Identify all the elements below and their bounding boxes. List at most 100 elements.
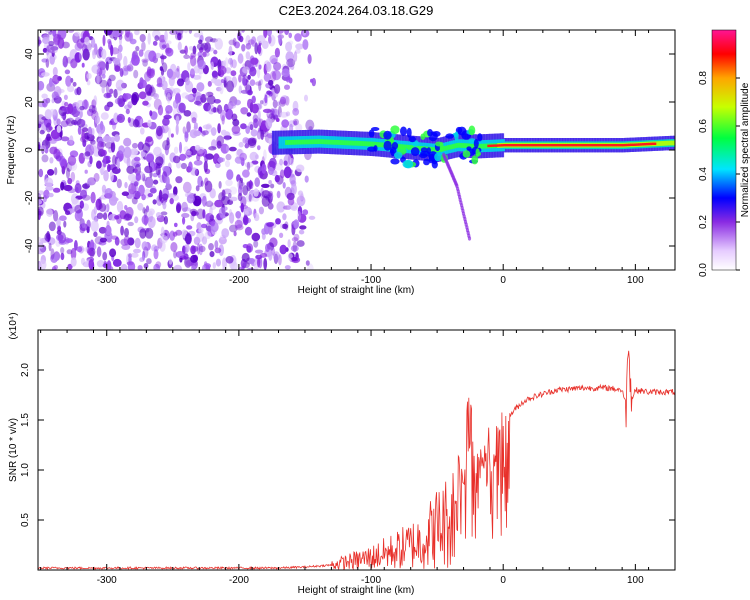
- spectrogram-noise-blob: [225, 145, 230, 153]
- spectrogram-trace-max: [552, 144, 556, 147]
- spectrogram-trace-peak: [477, 144, 480, 149]
- spectrogram-trace-blob: [432, 131, 441, 137]
- spectrogram-noise-blob: [48, 126, 53, 131]
- spectrogram-trace-max: [519, 144, 522, 147]
- spectrogram-noise-blob: [87, 177, 96, 186]
- spectrogram-noise-blob: [116, 178, 122, 189]
- spectrogram-noise-blob: [196, 146, 205, 154]
- spectrogram-noise-blob: [251, 103, 259, 114]
- spectrogram-trace-blob: [419, 153, 428, 159]
- spectrogram-noise-blob: [247, 137, 257, 147]
- spectrogram-noise-blob: [96, 246, 102, 258]
- spectrogram-noise-blob: [299, 191, 304, 201]
- spectrogram-noise-blob: [134, 237, 141, 249]
- spectrogram-trace-peak: [354, 140, 357, 146]
- spectrogram-noise-blob: [188, 30, 193, 34]
- spectrogram-noise-blob: [161, 123, 169, 134]
- spectrogram-trace-peak: [293, 139, 296, 145]
- spectrogram-noise-blob: [282, 213, 287, 221]
- spectrogram-noise-blob: [104, 188, 113, 199]
- spectrogram-noise-blob: [258, 118, 264, 128]
- spectrogram-noise-blob: [305, 260, 310, 266]
- spectrogram-trace-peak: [380, 142, 383, 148]
- spectrogram-noise-blob: [67, 155, 77, 166]
- spectrogram-noise-blob: [207, 80, 212, 87]
- spectrogram-noise-blob: [105, 61, 109, 71]
- spectrogram-trace-max: [574, 144, 577, 147]
- spectrogram-noise-blob: [147, 193, 153, 198]
- spectrogram-trace-max: [517, 144, 520, 147]
- spectrogram-noise-blob: [142, 142, 151, 153]
- spectrogram-noise-blob: [207, 104, 215, 115]
- spectrogram-trace-max: [651, 142, 655, 145]
- spectrogram-noise-blob: [124, 104, 132, 110]
- spectrogram-trace-peak: [308, 139, 312, 145]
- spectrogram-trace-max: [523, 144, 526, 147]
- spectrogram-noise-blob: [134, 216, 139, 224]
- spectrogram-noise-blob: [193, 58, 197, 66]
- spectrogram-noise-blob: [279, 169, 285, 179]
- spectrogram-trace-max: [493, 144, 496, 147]
- spectrogram-noise-blob: [219, 83, 224, 95]
- spectrogram-noise-blob: [128, 183, 137, 195]
- spectrogram-noise-blob: [204, 36, 214, 43]
- snr-line: [38, 350, 675, 570]
- spectrogram-noise-blob: [141, 241, 148, 251]
- spectrogram-noise-blob: [273, 253, 279, 265]
- spectrogram-noise-blob: [143, 263, 149, 269]
- x-tick-label: -200: [229, 275, 249, 286]
- spectrogram-noise-blob: [167, 127, 171, 139]
- spectrogram-noise-blob: [182, 216, 186, 225]
- spectrogram-noise-blob: [60, 247, 65, 254]
- spectrogram-noise-blob: [215, 162, 221, 169]
- spectrogram-noise-blob: [240, 107, 249, 115]
- spectrogram-trace-peak: [346, 140, 349, 146]
- spectrogram-noise-blob: [204, 180, 213, 193]
- spectrogram-noise-blob: [260, 129, 265, 140]
- spectrogram-noise-blob: [242, 66, 250, 74]
- spectrogram-trace-peak: [483, 143, 486, 149]
- spectrogram-noise-blob: [194, 168, 200, 176]
- spectrogram-noise-blob: [281, 68, 290, 78]
- spectrogram-noise-blob: [38, 190, 45, 195]
- spectrogram-noise-blob: [279, 244, 287, 255]
- spectrogram-trace-peak: [481, 143, 484, 149]
- spectrogram-noise-blob: [38, 199, 43, 205]
- spectrogram-trace-max: [489, 144, 492, 147]
- spectrogram-noise-blob: [292, 241, 297, 253]
- spectrogram-noise-blob: [208, 243, 214, 251]
- spectrogram-noise-blob: [153, 179, 159, 185]
- spectrogram-noise-blob: [231, 59, 237, 69]
- spectrogram-noise-blob: [248, 258, 255, 264]
- spectrogram-noise-blob: [209, 214, 215, 221]
- spectrogram-trace-peak: [465, 143, 468, 149]
- spectrogram-noise-blob: [225, 153, 232, 161]
- spectrogram-trace-peak: [455, 143, 458, 148]
- spectrogram-noise-blob: [101, 48, 107, 60]
- spectrogram-noise-blob: [111, 30, 121, 38]
- spectrogram-trace-max: [568, 144, 571, 147]
- spectrogram-noise-blob: [56, 125, 62, 133]
- spectrogram-noise-blob: [84, 151, 91, 157]
- spectrogram-trace-peak: [306, 139, 310, 145]
- spectrogram-noise-blob: [302, 209, 309, 216]
- spectrogram-noise-blob: [91, 128, 95, 136]
- spectrogram-noise-blob: [131, 54, 140, 66]
- spectrogram-noise-blob: [242, 76, 246, 86]
- spectrogram-noise-blob: [158, 189, 163, 201]
- spectrogram-noise-blob: [50, 254, 58, 263]
- spectrogram-noise-blob: [145, 205, 150, 213]
- spectrogram-trace-max: [594, 144, 597, 147]
- spectrogram-noise-blob: [109, 88, 114, 95]
- spectrogram-trace-max: [647, 142, 651, 146]
- spectrogram-trace-max: [570, 144, 573, 147]
- spectrogram-noise-blob: [124, 181, 128, 189]
- spectrogram-noise-blob: [47, 169, 55, 176]
- spectrogram-noise-blob: [226, 80, 234, 93]
- spectrogram-noise-blob: [291, 237, 299, 242]
- spectrogram-noise-blob: [139, 34, 146, 42]
- spectrogram-trace-blob: [423, 158, 430, 166]
- spectrogram-noise-blob: [266, 222, 274, 227]
- spectrogram-noise-blob: [287, 197, 295, 206]
- spectrogram-trace-max: [556, 144, 560, 147]
